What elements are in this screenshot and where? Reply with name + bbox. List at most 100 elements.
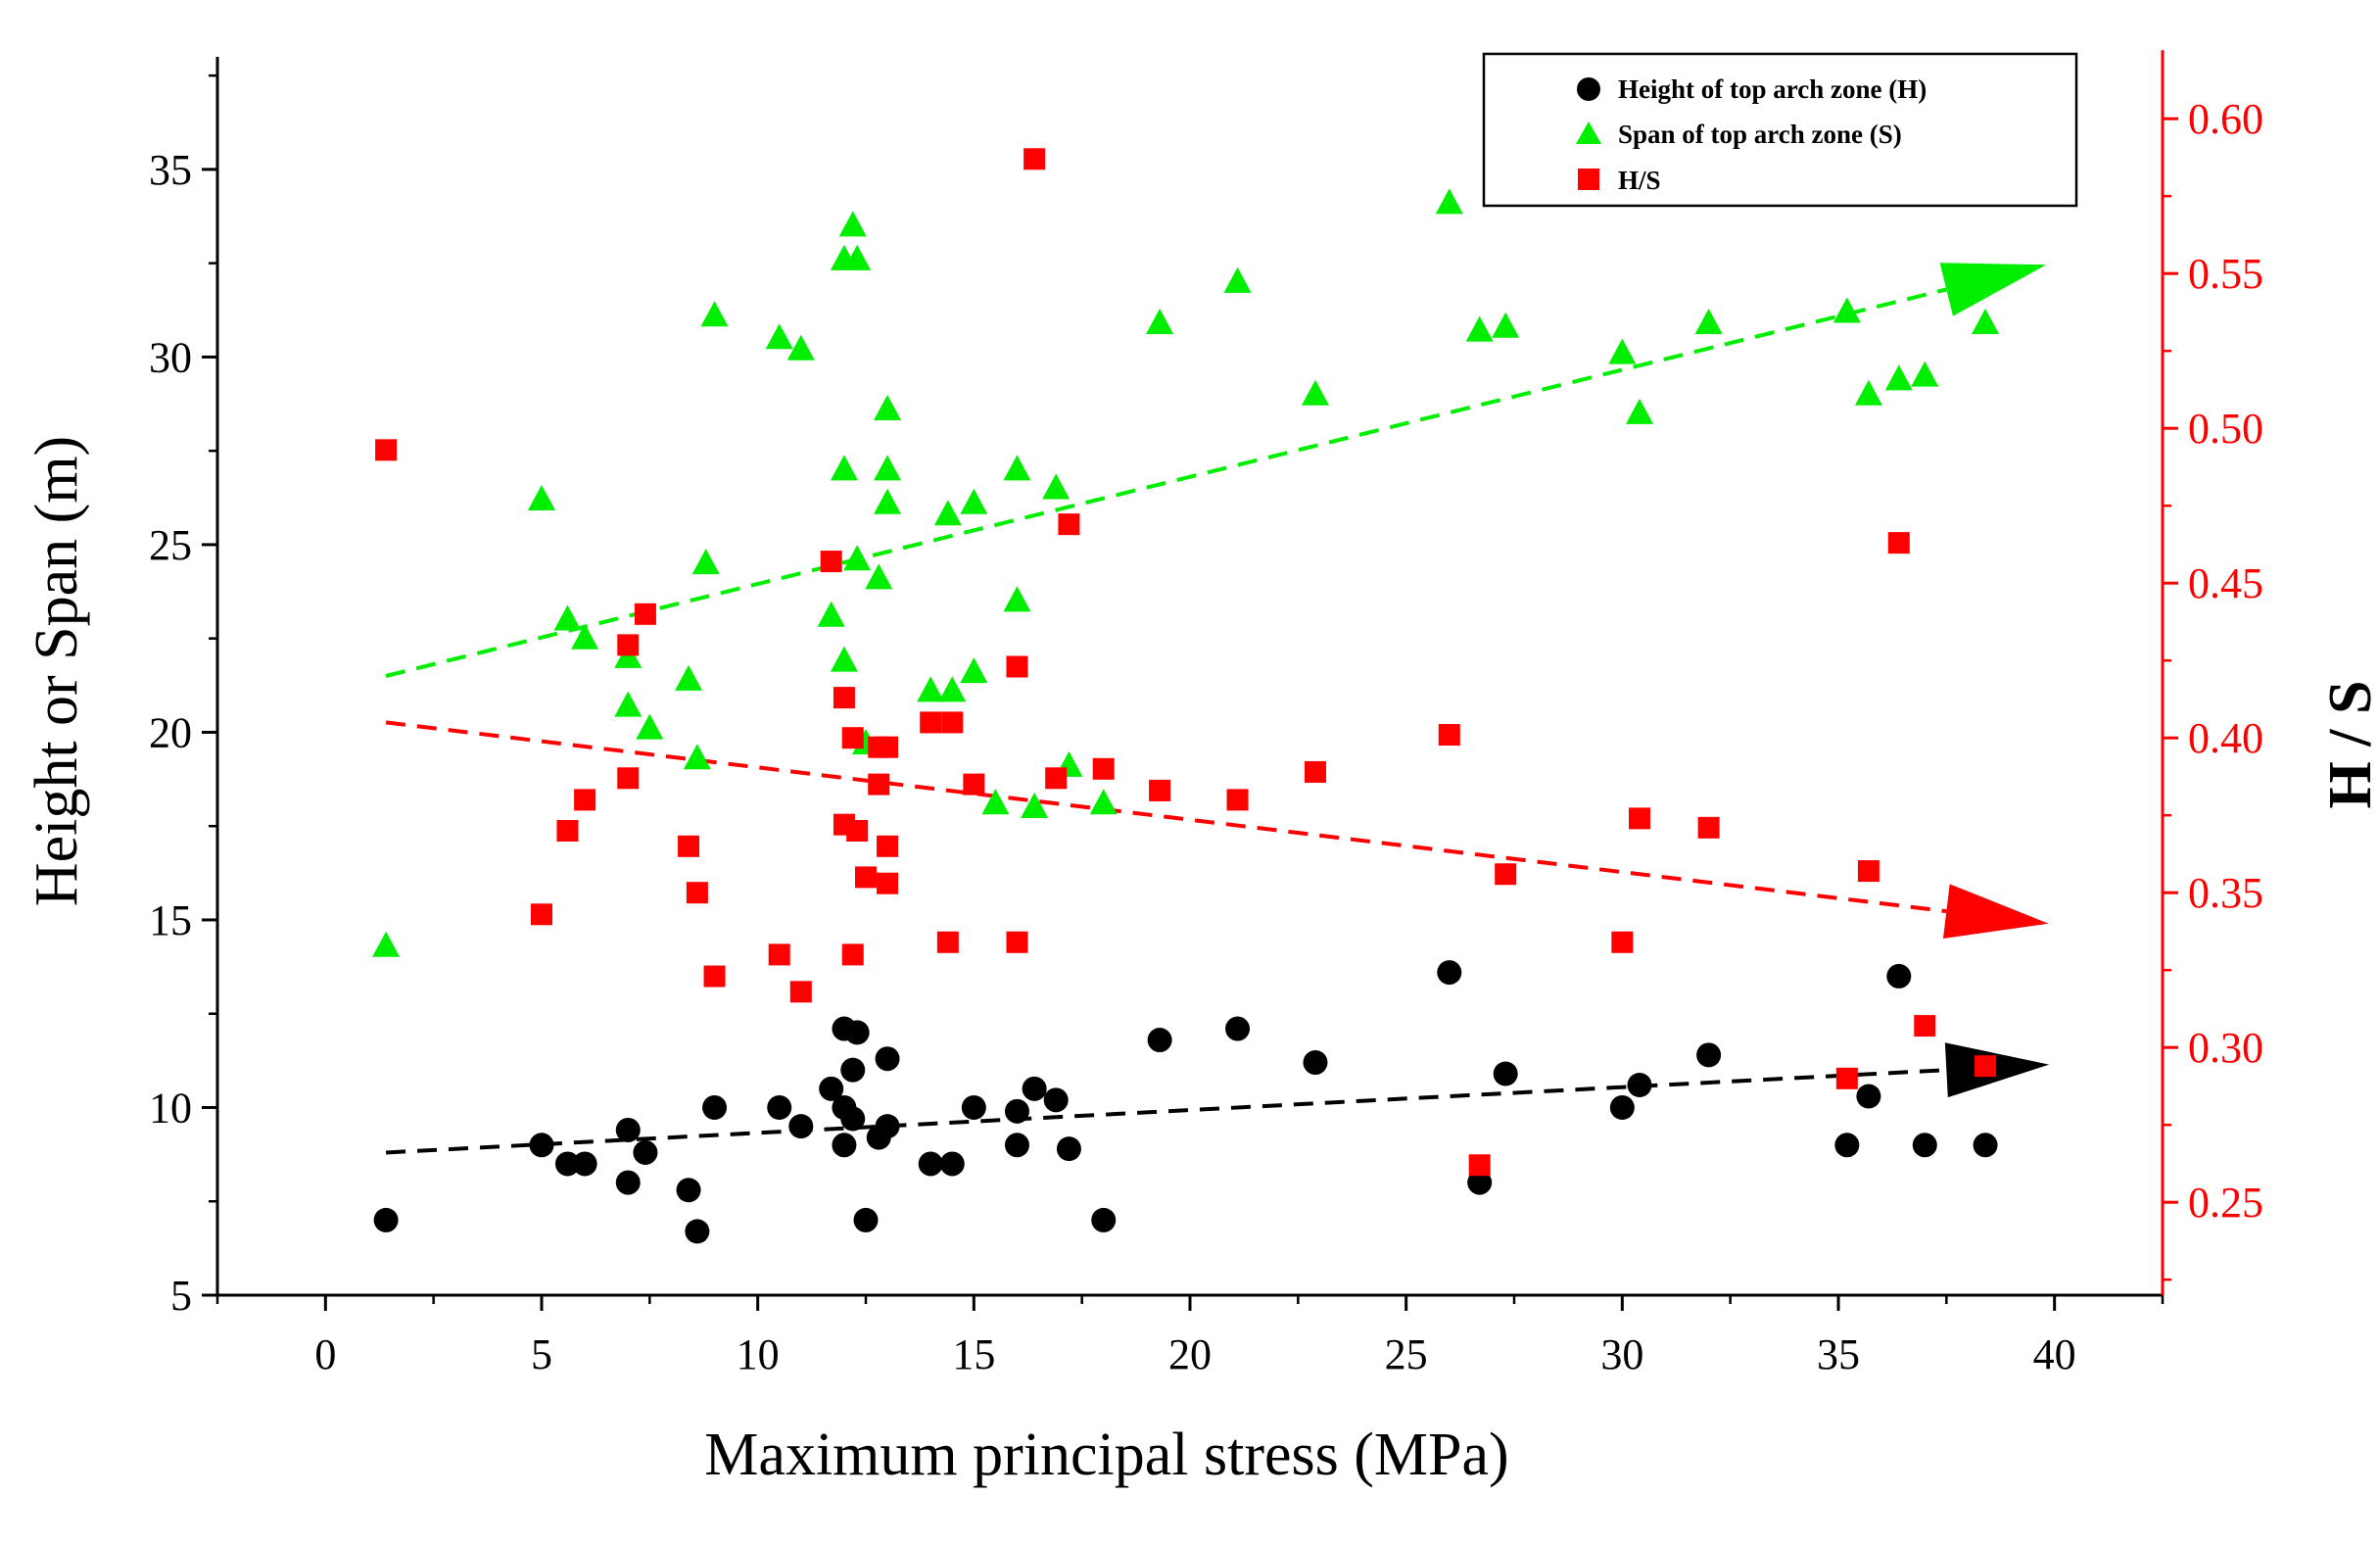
- span-point: [675, 664, 703, 691]
- legend: Height of top arch zone (H) Span of top …: [1482, 52, 2078, 208]
- trendline-0: [386, 1068, 1947, 1155]
- ratio-point: [941, 711, 964, 734]
- height-point: [1225, 1016, 1251, 1041]
- ratio-point: [1149, 779, 1171, 801]
- legend-marker-span: [1576, 121, 1601, 144]
- ratio-point: [877, 736, 899, 758]
- left-y-tick-label: 15: [149, 896, 192, 944]
- height-point: [1834, 1133, 1860, 1158]
- ratio-point: [877, 835, 899, 857]
- ratio-point: [841, 943, 864, 966]
- height-point: [685, 1219, 710, 1244]
- ratio-point: [1304, 760, 1326, 783]
- legend-label-ratio: H/S: [1618, 166, 1661, 195]
- legend-label-span: Span of top arch zone (S): [1618, 120, 1902, 149]
- span-point: [1884, 364, 1913, 391]
- span-point: [830, 455, 858, 481]
- right-y-tick-label: 0.25: [2188, 1179, 2263, 1227]
- ratio-point: [1628, 807, 1650, 830]
- span-point: [865, 563, 893, 590]
- right-y-tick-label: 0.45: [2188, 559, 2263, 607]
- span-point: [1854, 379, 1882, 406]
- left-y-tick-label: 10: [149, 1084, 192, 1132]
- ratio-point: [531, 903, 552, 926]
- span-point: [614, 691, 643, 717]
- ratio-point: [846, 820, 869, 842]
- right-y-ticks: 0.25 0.30 0.35 0.40 0.45 0.50 0.55 0.60: [2163, 95, 2263, 1281]
- height-point: [1091, 1207, 1117, 1232]
- span-point: [372, 931, 401, 957]
- ratio-point: [574, 789, 596, 811]
- x-tick-label: 10: [737, 1330, 780, 1378]
- span-point: [528, 484, 555, 510]
- span-point: [1021, 793, 1049, 819]
- span-point: [874, 488, 902, 514]
- span-point: [917, 676, 945, 702]
- ratio-point: [1438, 724, 1460, 747]
- ratio-point: [789, 981, 812, 1003]
- span-point: [1146, 308, 1174, 334]
- span-point: [843, 545, 872, 571]
- height-point: [918, 1151, 943, 1177]
- span-point: [1911, 361, 1939, 387]
- legend-marker-ratio: [1578, 169, 1599, 190]
- span-point: [1608, 338, 1637, 364]
- ratio-point: [1495, 863, 1517, 886]
- span-point: [830, 646, 858, 672]
- x-tick-label: 35: [1817, 1330, 1860, 1378]
- left-y-tick-label: 35: [149, 146, 192, 194]
- height-point: [1004, 1098, 1029, 1124]
- height-point: [572, 1151, 597, 1177]
- height-point: [853, 1207, 879, 1232]
- height-point: [1056, 1136, 1081, 1162]
- ratio-point: [1023, 148, 1046, 170]
- span-point: [1465, 315, 1494, 342]
- span-point: [765, 323, 793, 350]
- span-point: [938, 676, 967, 702]
- span-point: [1435, 188, 1463, 215]
- height-point: [832, 1133, 857, 1158]
- ratio-point: [375, 439, 398, 461]
- height-point: [840, 1057, 866, 1083]
- span-point: [933, 500, 962, 526]
- height-point: [676, 1178, 701, 1203]
- height-point: [1147, 1028, 1172, 1053]
- height-point: [615, 1117, 641, 1142]
- ratio-point: [855, 866, 877, 889]
- ratio-point: [1006, 655, 1028, 678]
- height-point: [1437, 960, 1462, 986]
- height-point: [939, 1151, 965, 1177]
- x-tick-label: 30: [1600, 1330, 1643, 1378]
- span-point: [960, 488, 988, 514]
- ratio-point: [936, 931, 959, 953]
- height-point: [702, 1094, 728, 1120]
- height-point: [1493, 1061, 1518, 1086]
- span-point: [1492, 312, 1520, 338]
- height-point: [615, 1170, 641, 1195]
- trend-arrowhead-2: [1942, 884, 2049, 939]
- height-point: [1886, 963, 1912, 989]
- ratio-point: [963, 773, 985, 796]
- height-point: [633, 1139, 658, 1165]
- span-point: [874, 455, 902, 481]
- x-tick-label: 5: [531, 1330, 552, 1378]
- height-point: [875, 1114, 900, 1139]
- right-y-tick-label: 0.50: [2188, 405, 2263, 453]
- legend-marker-height: [1577, 77, 1600, 101]
- span-point: [553, 604, 582, 631]
- left-y-ticks: 5 10 15 20 25 30 35: [149, 73, 217, 1320]
- height-point: [1467, 1170, 1493, 1195]
- height-point: [961, 1094, 986, 1120]
- right-y-axis-title: H / S: [2317, 681, 2380, 809]
- ratio-point: [1914, 1015, 1936, 1037]
- span-point: [700, 301, 729, 327]
- right-y-tick-label: 0.60: [2188, 95, 2263, 143]
- ratio-point: [1887, 532, 1910, 555]
- data-points: [372, 148, 2000, 1244]
- ratio-point: [1092, 757, 1115, 780]
- x-tick-label: 0: [314, 1330, 336, 1378]
- left-y-tick-label: 30: [149, 333, 192, 381]
- ratio-point: [703, 965, 726, 988]
- height-point: [1973, 1133, 1998, 1158]
